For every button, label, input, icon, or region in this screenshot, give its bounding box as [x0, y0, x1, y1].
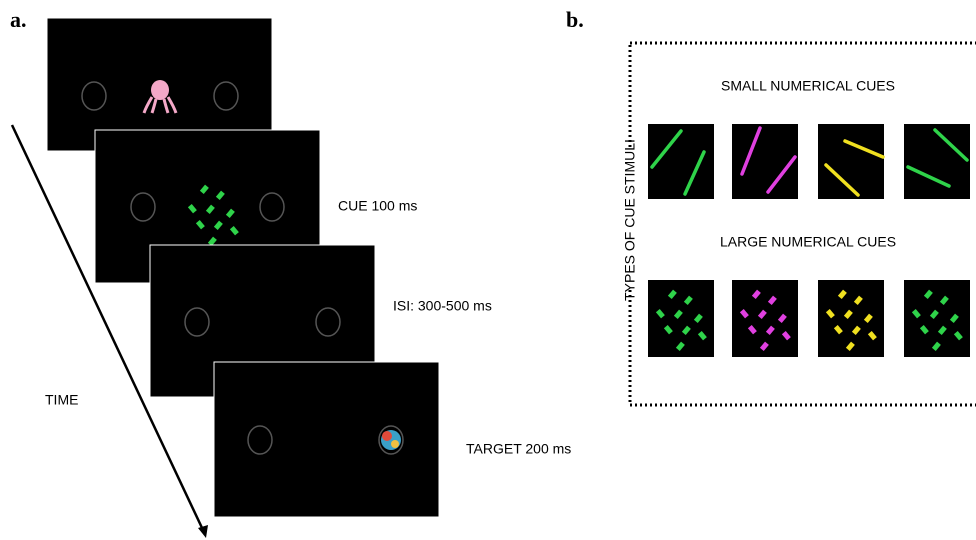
panel-label: b. — [566, 7, 584, 32]
time-label: TIME — [45, 392, 78, 408]
side-title: TYPES OF CUE STIMULI — [622, 139, 638, 301]
octopus — [142, 80, 178, 114]
stimuli-box — [628, 41, 976, 407]
cue-label: CUE 100 ms — [338, 198, 417, 214]
small-cues — [648, 124, 970, 199]
small-cues-title: SMALL NUMERICAL CUES — [721, 78, 895, 94]
screen-target — [213, 361, 440, 518]
large-cues-title: LARGE NUMERICAL CUES — [720, 234, 896, 250]
panel-label: a. — [10, 7, 27, 32]
isi-label: ISI: 300-500 ms — [393, 298, 492, 314]
large-cues — [648, 280, 970, 357]
target-label: TARGET 200 ms — [466, 441, 571, 457]
screen-fixation — [46, 17, 273, 152]
time-arrow — [10, 124, 208, 538]
